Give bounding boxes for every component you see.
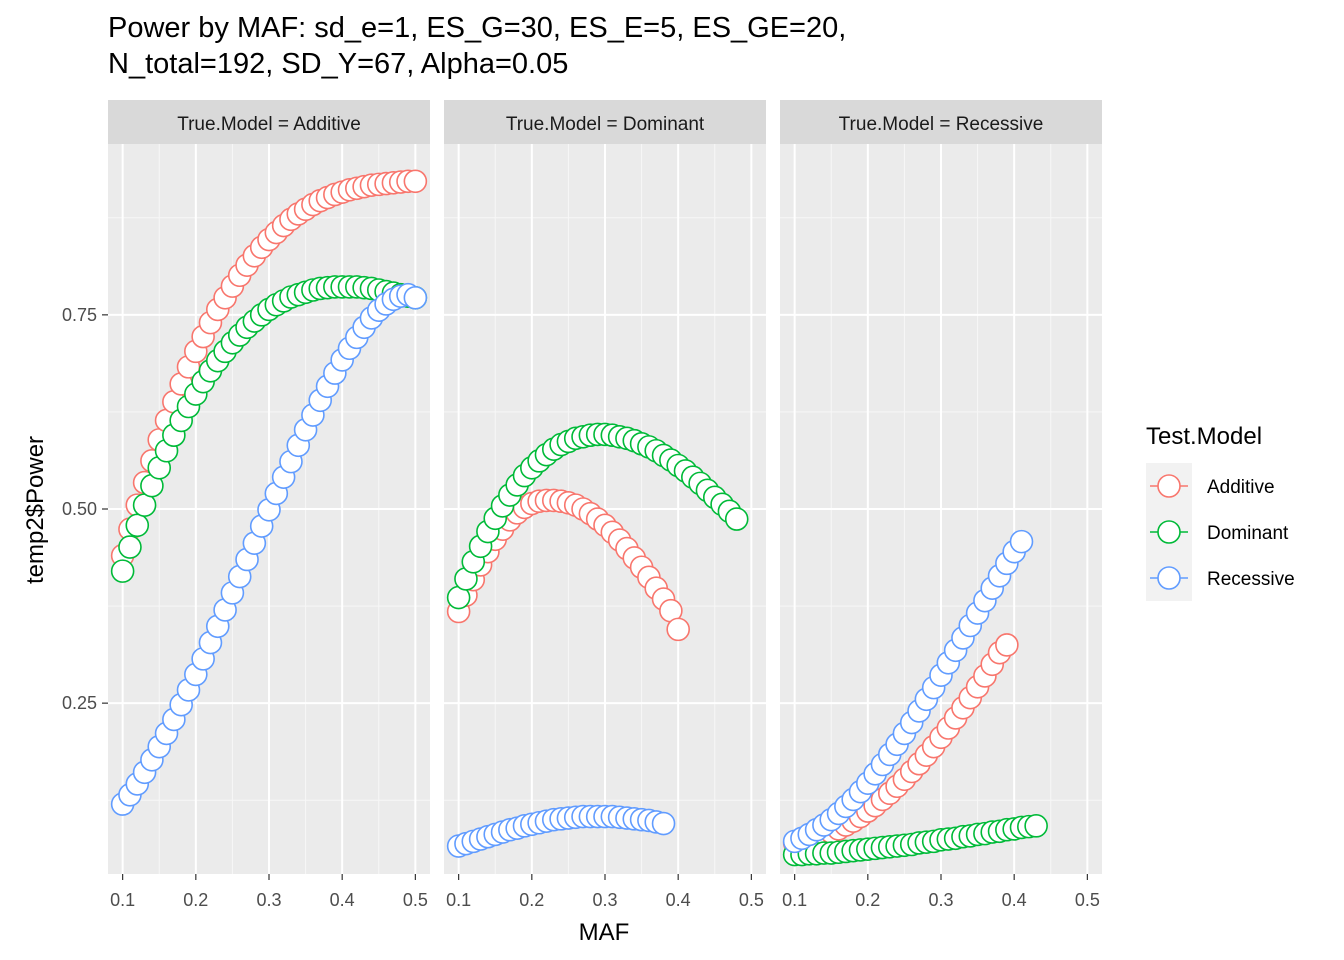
legend-key-point [1157,566,1181,590]
series-additive [110,169,428,568]
x-tick-label: 0.3 [928,890,953,910]
x-tick-label: 0.5 [1075,890,1100,910]
x-tick-label: 0.4 [1002,890,1027,910]
x-tick-label: 0.3 [256,890,281,910]
legend-label: Recessive [1207,569,1295,590]
data-point [1009,529,1034,554]
panel-true-model-additive: True.Model = Additive 0.1 0.2 0.3 0.4 0.5 [108,100,430,910]
y-tick-label: 0.25 [62,693,97,713]
y-tick-label: 0.75 [62,305,97,325]
chart-title-line-2: N_total=192, SD_Y=67, Alpha=0.05 [108,48,569,80]
series-dominant [782,814,1048,867]
y-axis-title: temp2$Power [22,436,49,584]
x-tick-label: 0.1 [110,890,135,910]
data-point [110,559,135,583]
facet-strip [780,100,1102,144]
series-recessive [110,282,428,816]
x-tick-label: 0.1 [782,890,807,910]
x-tick-label: 0.2 [183,890,208,910]
x-tick-label: 0.5 [739,890,764,910]
data-point [666,617,690,642]
x-tick-label: 0.3 [592,890,617,910]
x-tick-label: 0.1 [446,890,471,910]
data-point [125,513,150,538]
panel-true-model-dominant: True.Model = Dominant 0.1 0.2 0.3 0.4 0.5 [444,100,766,910]
x-tick-label: 0.2 [519,890,544,910]
series-dominant [446,422,749,610]
legend-label: Dominant [1207,523,1289,544]
x-tick-label: 0.5 [403,890,428,910]
data-point [403,285,428,310]
x-axis-title: MAF [579,919,630,946]
data-point [651,811,676,836]
facet-strip-label: True.Model = Dominant [506,114,705,135]
legend-key-point [1157,520,1181,544]
series-recessive [782,529,1034,854]
x-tick-label: 0.4 [330,890,355,910]
legend-title: Test.Model [1146,423,1262,450]
legend: Test.Model Additive Dominant Recessive [1146,423,1295,601]
data-point [403,169,428,194]
legend-label: Additive [1207,477,1275,498]
chart-title: Power by MAF: sd_e=1, ES_G=30, ES_E=5, E… [108,10,846,82]
panel-true-model-recessive: True.Model = Recessive 0.1 0.2 0.3 0.4 0.5 [780,100,1102,910]
series-additive [782,633,1019,855]
chart-title-line-1: Power by MAF: sd_e=1, ES_G=30, ES_E=5, E… [108,12,847,44]
data-point [118,535,142,559]
facet-strip [444,100,766,144]
legend-key-point [1157,474,1181,498]
y-tick-label: 0.50 [62,499,97,519]
facet-strip [108,100,430,144]
data-point [995,633,1019,657]
facet-strip-label: True.Model = Recessive [839,114,1044,135]
data-point [1024,814,1048,838]
facet-strip-label: True.Model = Additive [177,114,361,135]
data-point [724,507,749,531]
x-tick-label: 0.2 [855,890,880,910]
x-tick-label: 0.4 [666,890,691,910]
series-recessive [446,804,676,858]
